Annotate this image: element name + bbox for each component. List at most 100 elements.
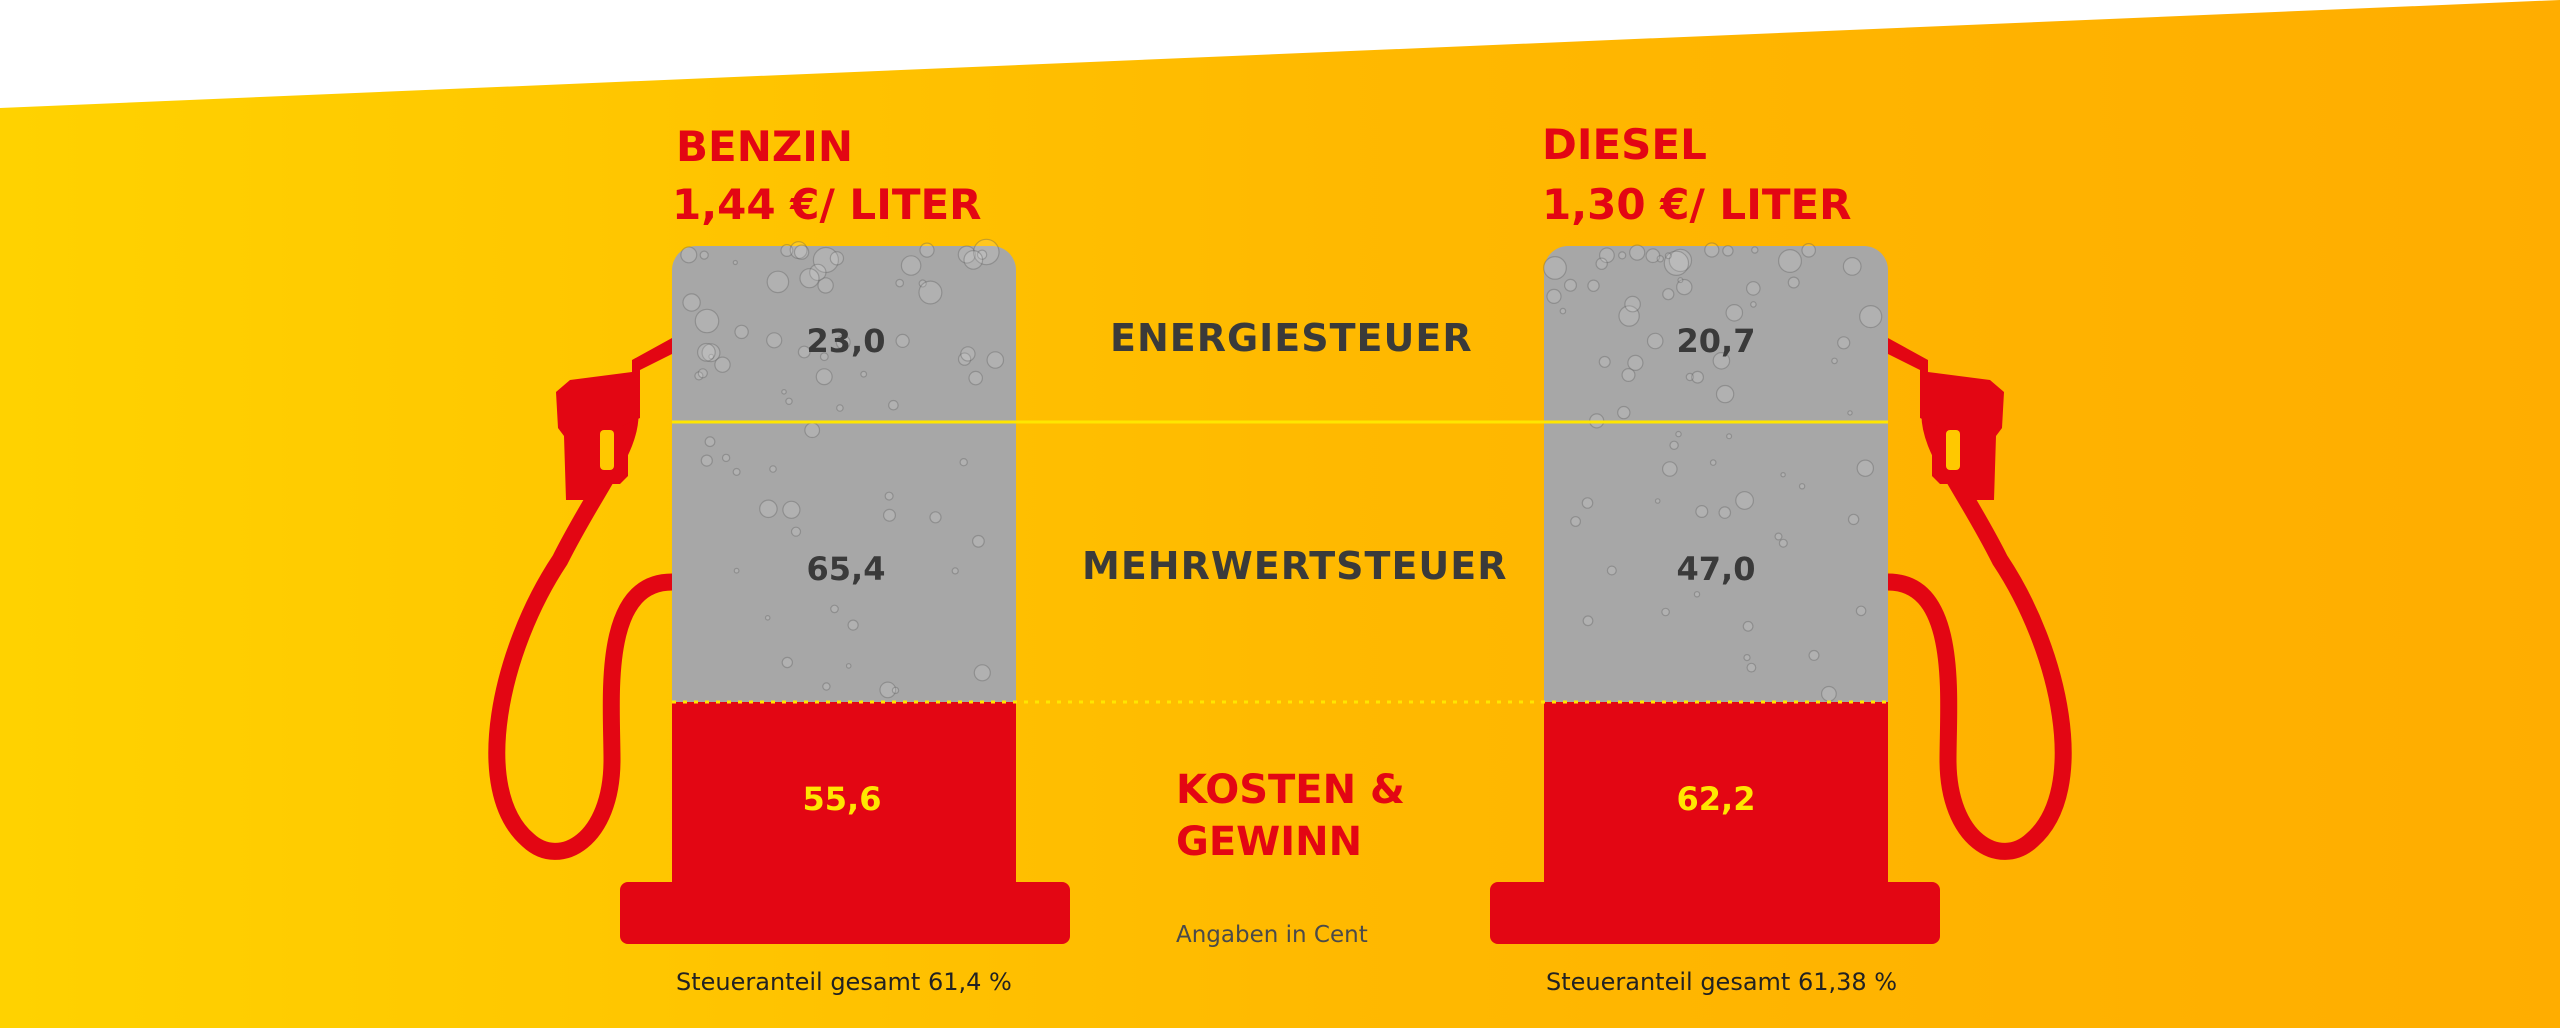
bubble bbox=[1831, 357, 1838, 365]
bubble bbox=[732, 259, 738, 266]
bubble bbox=[1645, 248, 1661, 264]
bubble bbox=[1847, 410, 1853, 416]
bubble bbox=[815, 368, 833, 386]
category-kosten-line2: GEWINN bbox=[1176, 819, 1363, 865]
bubble bbox=[708, 353, 715, 360]
category-mehrwertsteuer: MEHRWERTSTEUER bbox=[1082, 544, 1508, 588]
bubble bbox=[1743, 653, 1751, 662]
bubble bbox=[704, 436, 716, 448]
bubble bbox=[1712, 351, 1731, 370]
diesel-title: DIESEL bbox=[1542, 120, 1707, 169]
bubble bbox=[879, 681, 897, 699]
bubble bbox=[1606, 565, 1617, 576]
bubble bbox=[793, 244, 810, 260]
bubble bbox=[1669, 440, 1679, 450]
bubble bbox=[1722, 245, 1734, 257]
benzin-base bbox=[620, 882, 1070, 944]
bubble bbox=[836, 404, 844, 412]
bubble bbox=[714, 356, 731, 373]
bubble bbox=[764, 614, 771, 621]
bubble bbox=[785, 397, 793, 405]
bubble bbox=[1725, 303, 1744, 322]
bubble bbox=[1742, 620, 1754, 632]
benzin-nozzle-grip bbox=[600, 430, 614, 470]
bubble bbox=[1563, 278, 1577, 292]
bubble bbox=[973, 664, 991, 682]
bubble bbox=[1598, 355, 1611, 368]
bubble bbox=[694, 371, 704, 381]
bubble bbox=[1746, 662, 1757, 673]
bubble bbox=[1695, 505, 1709, 519]
bubble bbox=[817, 277, 834, 294]
bubble bbox=[976, 249, 988, 260]
diesel-tax-share: Steueranteil gesamt 61,38 % bbox=[1546, 968, 1898, 996]
bubble bbox=[1726, 433, 1733, 440]
bubble bbox=[830, 604, 839, 614]
bubble bbox=[895, 278, 905, 288]
benzin-pump bbox=[488, 246, 1070, 944]
diesel-pump bbox=[1490, 246, 2072, 944]
bubble bbox=[1664, 252, 1672, 260]
bubble bbox=[951, 567, 959, 575]
bubble bbox=[1629, 244, 1646, 261]
bubble bbox=[847, 619, 859, 631]
category-energiesteuer: ENERGIESTEUER bbox=[1110, 316, 1473, 360]
bubble bbox=[891, 686, 900, 695]
bubble bbox=[1777, 249, 1802, 274]
bubble bbox=[1787, 276, 1800, 289]
bubble bbox=[968, 370, 983, 386]
bubble bbox=[701, 343, 721, 363]
bubble bbox=[986, 351, 1005, 369]
bubble bbox=[1677, 277, 1684, 284]
bubble bbox=[797, 345, 811, 359]
bubble bbox=[1582, 615, 1594, 627]
bubble bbox=[1654, 498, 1661, 504]
bubble bbox=[1559, 307, 1567, 315]
benzin-value-kosten: 55,6 bbox=[802, 780, 882, 818]
bubble bbox=[845, 663, 852, 669]
bubble bbox=[957, 352, 972, 366]
bubble bbox=[1685, 372, 1695, 382]
bubble bbox=[1668, 248, 1693, 273]
bubble bbox=[957, 245, 976, 264]
bubble bbox=[732, 467, 741, 476]
bubble bbox=[766, 270, 790, 294]
bubble bbox=[1704, 242, 1720, 258]
bubble bbox=[959, 458, 968, 467]
bubble bbox=[1847, 513, 1860, 526]
bubble bbox=[1709, 459, 1717, 466]
bubble bbox=[918, 280, 943, 305]
benzin-tax-share: Steueranteil gesamt 61,4 % bbox=[676, 968, 1012, 996]
bubble bbox=[882, 508, 896, 522]
benzin-price: 1,44 €/ LITER bbox=[672, 180, 982, 229]
bubble bbox=[766, 332, 783, 349]
bubble bbox=[919, 242, 935, 258]
diesel-nozzle-icon bbox=[1884, 338, 2004, 500]
bubble bbox=[1801, 243, 1816, 258]
bubble bbox=[1662, 288, 1675, 301]
bubble bbox=[799, 268, 820, 289]
bubble bbox=[918, 279, 927, 288]
diesel-base bbox=[1490, 882, 1940, 944]
bubble bbox=[781, 656, 794, 669]
bubble bbox=[699, 250, 709, 260]
bubble bbox=[680, 246, 698, 264]
bubble bbox=[790, 526, 802, 537]
bubble bbox=[1624, 295, 1641, 313]
bubble bbox=[780, 244, 794, 258]
category-kosten-line1: KOSTEN & bbox=[1176, 767, 1405, 813]
benzin-value-mehrwertsteuer: 65,4 bbox=[806, 550, 886, 588]
diesel-hose bbox=[1879, 391, 2072, 860]
bubble bbox=[1718, 506, 1732, 519]
bubble bbox=[963, 249, 984, 270]
bubble bbox=[929, 511, 942, 524]
bubble bbox=[895, 333, 910, 348]
bubble bbox=[1618, 251, 1627, 260]
bubble bbox=[759, 499, 778, 519]
bubble bbox=[1808, 649, 1820, 661]
bubble bbox=[1693, 591, 1701, 598]
bubble bbox=[694, 308, 720, 334]
diesel-kosten-segment bbox=[1544, 702, 1888, 890]
bubble bbox=[1859, 305, 1883, 329]
bubble bbox=[972, 238, 1000, 266]
